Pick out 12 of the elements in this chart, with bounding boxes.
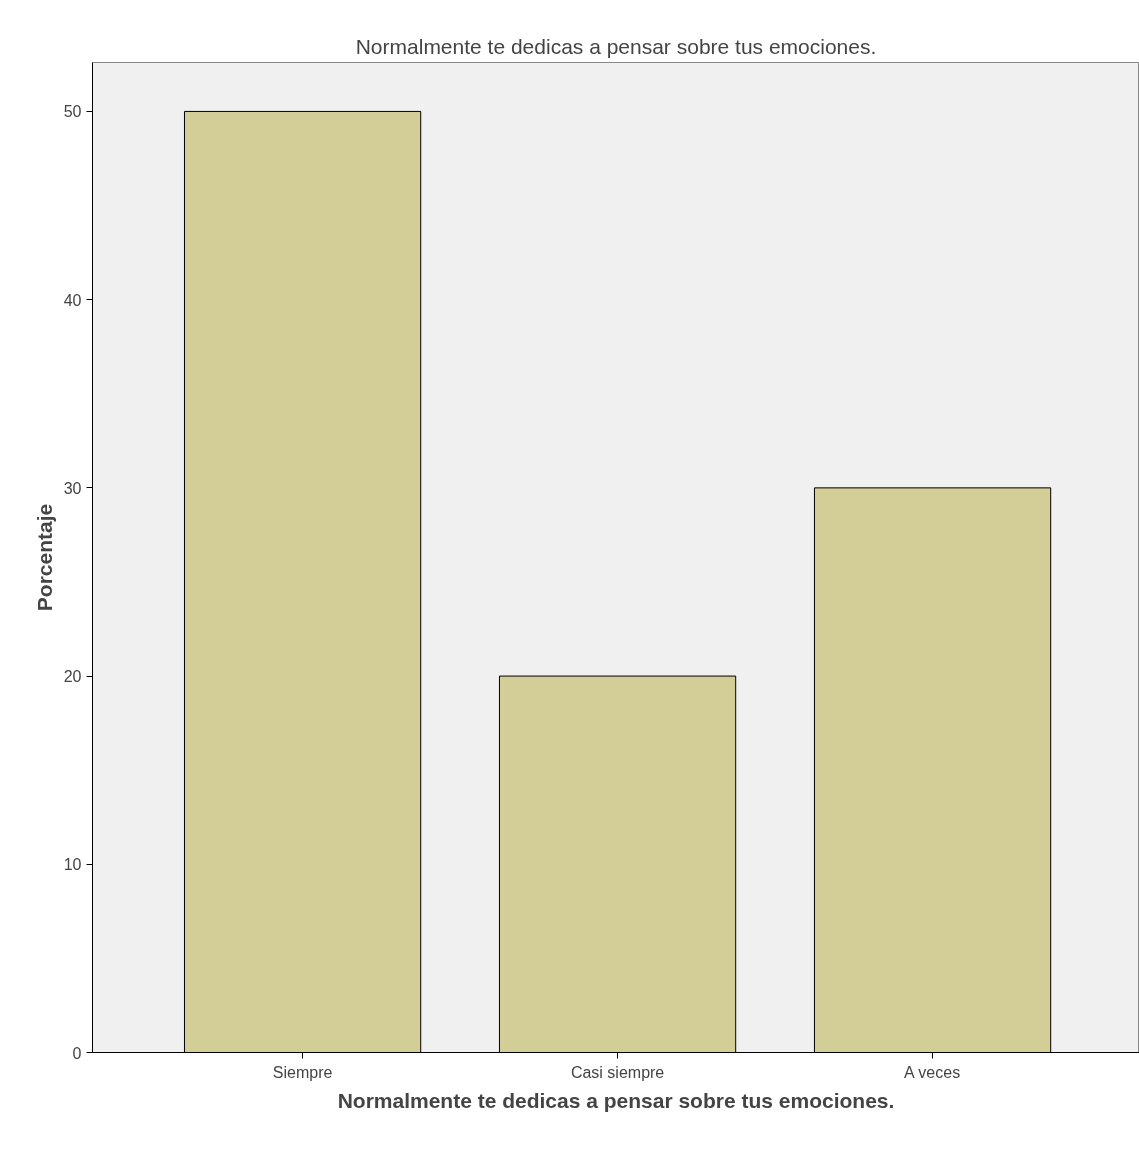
y-tick-label: 30	[63, 479, 82, 497]
x-tick-label: Casi siempre	[570, 1063, 665, 1081]
y-tick-label: 20	[63, 668, 82, 686]
y-tick-label: 10	[63, 856, 82, 874]
y-axis-title: Porcentaje	[32, 503, 56, 612]
y-tick-label: 40	[63, 291, 82, 309]
x-tick-label: A veces	[904, 1063, 961, 1081]
y-tick-label: 50	[63, 103, 82, 121]
chart-title: Normalmente te dedicas a pensar sobre tus emociones.	[355, 34, 877, 58]
x-axis-title: Normalmente te dedicas a pensar sobre tus emociones.	[337, 1088, 895, 1112]
y-tick-label: 0	[72, 1044, 82, 1062]
x-tick-label: Siempre	[272, 1063, 333, 1081]
